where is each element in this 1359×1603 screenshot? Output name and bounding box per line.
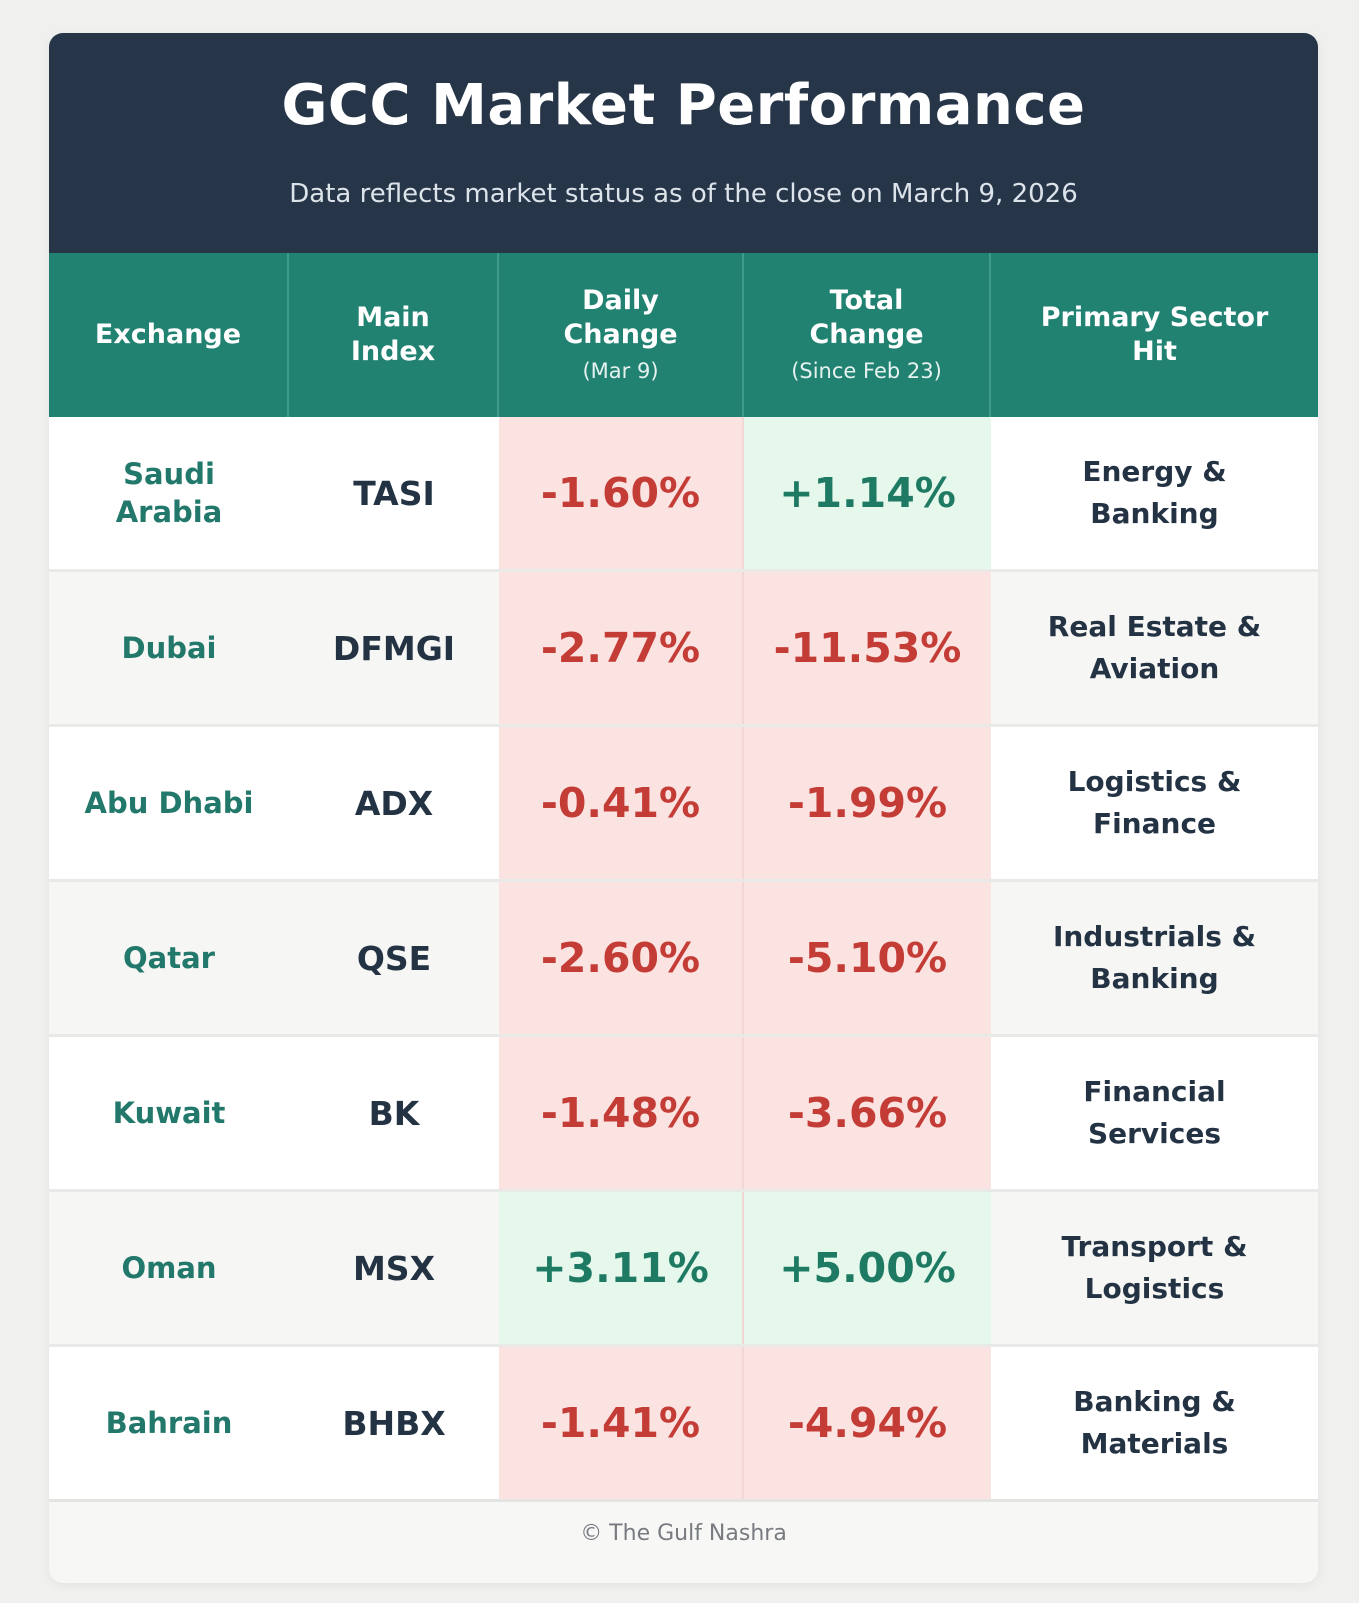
sector-cell: Real Estate & Aviation bbox=[991, 572, 1318, 724]
market-performance-card: GCC Market Performance Data reflects mar… bbox=[49, 33, 1318, 1583]
column-header-main-index-line1: Main bbox=[356, 302, 430, 333]
daily-change-cell: -1.60% bbox=[499, 417, 744, 569]
table-row: Kuwait BK -1.48% -3.66% Financial Service… bbox=[49, 1037, 1318, 1192]
sector-cell: Industrials & Banking bbox=[991, 882, 1318, 1034]
column-header-total-line2: Change bbox=[809, 319, 924, 350]
column-header-exchange-label: Exchange bbox=[94, 319, 242, 350]
header-banner: GCC Market Performance Data reflects mar… bbox=[49, 33, 1318, 253]
sector-cell: Logistics & Finance bbox=[991, 727, 1318, 879]
sector-line2: Materials bbox=[1080, 1427, 1229, 1460]
sector-line2: Logistics bbox=[1084, 1272, 1225, 1305]
sector-line2: Aviation bbox=[1089, 652, 1220, 685]
column-header-daily-date: (Mar 9) bbox=[582, 359, 659, 383]
table-row: Saudi Arabia TASI -1.60% +1.14% Energy &… bbox=[49, 417, 1318, 572]
column-header-total-change: Total Change (Since Feb 23) bbox=[744, 253, 991, 417]
table-body: Saudi Arabia TASI -1.60% +1.14% Energy &… bbox=[49, 417, 1318, 1502]
copyright-text: © The Gulf Nashra bbox=[580, 1520, 787, 1546]
column-header-daily-change: Daily Change (Mar 9) bbox=[499, 253, 744, 417]
sector-line2: Finance bbox=[1092, 807, 1217, 840]
total-change-cell: -4.94% bbox=[744, 1347, 991, 1499]
column-header-total-line1: Total bbox=[829, 285, 904, 316]
column-header-main-index: Main Index bbox=[289, 253, 499, 417]
index-cell: ADX bbox=[289, 727, 499, 879]
table-row: Dubai DFMGI -2.77% -11.53% Real Estate &… bbox=[49, 572, 1318, 727]
table-header: Exchange Main Index Daily Change (Mar 9)… bbox=[49, 253, 1318, 417]
column-header-main-index-line2: Index bbox=[350, 336, 436, 367]
table-row: Oman MSX +3.11% +5.00% Transport & Logist… bbox=[49, 1192, 1318, 1347]
sector-line1: Transport & bbox=[1061, 1230, 1248, 1263]
sector-line1: Real Estate & bbox=[1047, 610, 1262, 643]
column-header-primary-sector: Primary Sector Hit bbox=[991, 253, 1318, 417]
sector-line2: Services bbox=[1087, 1117, 1222, 1150]
column-header-sector-line1: Primary Sector bbox=[1040, 302, 1269, 333]
table-row: Qatar QSE -2.60% -5.10% Industrials & Ban… bbox=[49, 882, 1318, 1037]
sector-cell: Transport & Logistics bbox=[991, 1192, 1318, 1344]
index-cell: BHBX bbox=[289, 1347, 499, 1499]
daily-change-cell: +3.11% bbox=[499, 1192, 744, 1344]
exchange-cell: Abu Dhabi bbox=[49, 727, 289, 879]
total-change-cell: -3.66% bbox=[744, 1037, 991, 1189]
exchange-cell: Oman bbox=[49, 1192, 289, 1344]
table-row: Bahrain BHBX -1.41% -4.94% Banking & Mate… bbox=[49, 1347, 1318, 1502]
daily-change-cell: -1.41% bbox=[499, 1347, 744, 1499]
sector-cell: Energy & Banking bbox=[991, 417, 1318, 569]
daily-change-cell: -1.48% bbox=[499, 1037, 744, 1189]
footer-credit: © The Gulf Nashra bbox=[49, 1483, 1318, 1583]
column-header-sector-line2: Hit bbox=[1132, 336, 1177, 367]
column-header-daily-line2: Change bbox=[563, 319, 678, 350]
exchange-cell: Kuwait bbox=[49, 1037, 289, 1189]
sector-cell: Financial Services bbox=[991, 1037, 1318, 1189]
exchange-cell: Dubai bbox=[49, 572, 289, 724]
total-change-cell: +1.14% bbox=[744, 417, 991, 569]
sector-line2: Banking bbox=[1090, 497, 1219, 530]
exchange-cell: Bahrain bbox=[49, 1347, 289, 1499]
page-title: GCC Market Performance bbox=[281, 73, 1086, 138]
sector-cell: Banking & Materials bbox=[991, 1347, 1318, 1499]
total-change-cell: -5.10% bbox=[744, 882, 991, 1034]
table-row: Abu Dhabi ADX -0.41% -1.99% Logistics & F… bbox=[49, 727, 1318, 882]
sector-line1: Energy & bbox=[1082, 455, 1227, 488]
index-cell: DFMGI bbox=[289, 572, 499, 724]
index-cell: MSX bbox=[289, 1192, 499, 1344]
index-cell: BK bbox=[289, 1037, 499, 1189]
daily-change-cell: -0.41% bbox=[499, 727, 744, 879]
total-change-cell: -11.53% bbox=[744, 572, 991, 724]
sector-line1: Industrials & bbox=[1052, 920, 1257, 953]
sector-line1: Banking & bbox=[1073, 1385, 1236, 1418]
index-cell: TASI bbox=[289, 417, 499, 569]
exchange-cell: Saudi Arabia bbox=[49, 417, 289, 569]
index-cell: QSE bbox=[289, 882, 499, 1034]
column-header-exchange: Exchange bbox=[49, 253, 289, 417]
sector-line2: Banking bbox=[1090, 962, 1219, 995]
daily-change-cell: -2.60% bbox=[499, 882, 744, 1034]
page-subtitle: Data reflects market status as of the cl… bbox=[289, 179, 1078, 209]
column-header-total-period: (Since Feb 23) bbox=[791, 359, 942, 383]
column-header-daily-line1: Daily bbox=[582, 285, 659, 316]
daily-change-cell: -2.77% bbox=[499, 572, 744, 724]
sector-line1: Financial bbox=[1083, 1075, 1226, 1108]
total-change-cell: +5.00% bbox=[744, 1192, 991, 1344]
exchange-cell: Qatar bbox=[49, 882, 289, 1034]
total-change-cell: -1.99% bbox=[744, 727, 991, 879]
sector-line1: Logistics & bbox=[1067, 765, 1242, 798]
